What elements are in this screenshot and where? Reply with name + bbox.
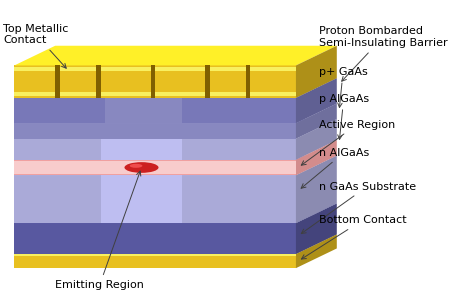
Text: p+ GaAs: p+ GaAs [319,67,367,108]
Polygon shape [14,175,296,223]
Polygon shape [105,77,223,97]
Text: n GaAs Substrate: n GaAs Substrate [301,181,416,233]
Polygon shape [151,65,155,98]
Polygon shape [14,254,296,256]
Polygon shape [296,234,337,268]
Polygon shape [14,65,296,98]
Polygon shape [182,98,296,123]
Polygon shape [14,67,296,70]
Polygon shape [296,156,337,223]
Text: n AlGaAs: n AlGaAs [301,148,369,188]
Ellipse shape [130,164,142,168]
Polygon shape [205,65,210,98]
Text: p AlGaAs: p AlGaAs [319,94,369,140]
Text: Active Region: Active Region [301,120,395,165]
Polygon shape [100,175,182,223]
Polygon shape [14,140,337,160]
Polygon shape [14,98,105,123]
Text: Proton Bombarded
Semi-Insulating Barrier: Proton Bombarded Semi-Insulating Barrier [319,26,447,81]
Polygon shape [55,65,60,98]
Polygon shape [14,78,337,98]
Polygon shape [14,254,296,268]
Polygon shape [14,139,296,160]
Polygon shape [14,160,296,175]
Polygon shape [96,65,100,98]
Polygon shape [14,161,296,174]
Text: Emitting Region: Emitting Region [55,171,144,290]
Polygon shape [14,123,296,139]
Polygon shape [246,65,250,98]
Polygon shape [296,78,337,123]
Polygon shape [14,234,337,254]
Polygon shape [14,98,296,123]
Polygon shape [14,156,337,175]
Polygon shape [14,46,337,65]
Ellipse shape [125,162,158,173]
Polygon shape [14,92,296,97]
Polygon shape [14,103,337,123]
Polygon shape [296,46,337,98]
Polygon shape [14,119,337,139]
Text: Top Metallic
Contact: Top Metallic Contact [3,24,68,68]
Polygon shape [296,203,337,254]
Polygon shape [100,139,182,160]
Polygon shape [296,119,337,160]
Polygon shape [105,97,182,123]
Polygon shape [296,103,337,139]
Polygon shape [14,223,296,254]
Polygon shape [296,140,337,175]
Text: Bottom Contact: Bottom Contact [301,215,406,259]
Polygon shape [14,203,337,223]
